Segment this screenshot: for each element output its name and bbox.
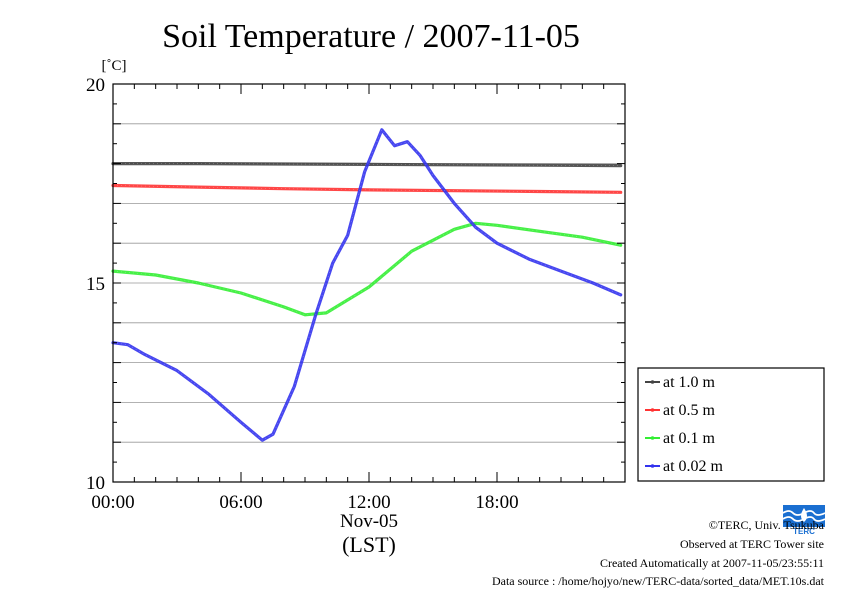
series-lines: [111, 128, 623, 442]
credit-source: Data source : /home/hojyo/new/TERC-data/…: [491, 574, 824, 588]
x-tick-label: 00:00: [91, 492, 134, 513]
series-texture-2: [112, 222, 621, 316]
legend-box: [637, 367, 825, 482]
chart-title: Soil Temperature / 2007-11-05: [162, 18, 580, 55]
credit-copyright: ©TERC, Univ. Tsukuba: [708, 518, 824, 532]
y-axis-unit: [˚C]: [102, 58, 127, 74]
legend-label: at 0.02 m: [663, 458, 724, 475]
legend-marker: [650, 464, 655, 468]
axis-ticks: [112, 83, 626, 483]
x-axis-date: Nov-05: [340, 511, 398, 532]
series-texture-1: [112, 185, 621, 193]
legend-label: at 0.5 m: [663, 402, 716, 419]
legend-marker: [650, 380, 655, 384]
x-tick-labels: 00:00 06:00 12:00 18:00: [91, 492, 518, 513]
legend: at 1.0 m at 0.5 m at 0.1 m at 0.02 m: [637, 367, 825, 482]
credit-observed: Observed at TERC Tower site: [679, 537, 824, 551]
series-texture-3: [112, 129, 621, 441]
legend-label: at 0.1 m: [663, 430, 716, 447]
y-tick-label: 20: [86, 75, 105, 96]
legend-label: at 1.0 m: [663, 374, 716, 391]
credit-created: Created Automatically at 2007-11-05/23:5…: [599, 556, 824, 570]
y-tick-labels: 10 15 20: [86, 75, 105, 494]
x-tick-label: 06:00: [219, 492, 262, 513]
x-tick-label: 18:00: [475, 492, 518, 513]
x-axis-label: (LST): [342, 532, 396, 557]
series-line-3: [111, 128, 623, 442]
legend-marker: [650, 436, 655, 440]
y-tick-label: 10: [86, 473, 105, 494]
legend-marker: [650, 408, 655, 412]
series-line-1: [111, 183, 623, 194]
y-tick-label: 15: [86, 274, 105, 295]
logo-text: TERC: [793, 527, 815, 535]
x-tick-label: 12:00: [347, 492, 390, 513]
terc-logo: TERC: [783, 505, 825, 535]
series-line-2: [111, 221, 623, 317]
